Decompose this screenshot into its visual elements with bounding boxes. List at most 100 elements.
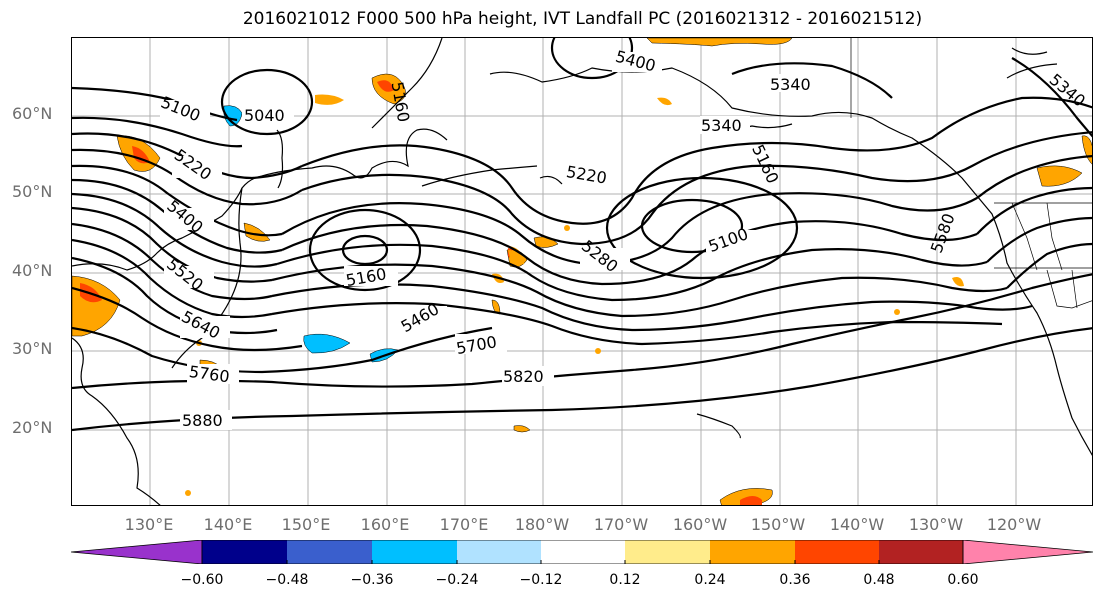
colorbar-segment — [287, 540, 372, 564]
ivt-strong-patch — [740, 496, 762, 505]
colorbar-ticks — [201, 560, 964, 564]
lon-label-140e: 140°E — [203, 515, 253, 534]
contour-label: 5580 — [927, 211, 959, 256]
lon-label-140w: 140°W — [829, 515, 885, 534]
colorbar-segment — [795, 540, 879, 564]
contour-5460 — [281, 220, 978, 286]
ivt-positive-patch — [509, 252, 518, 266]
label-mask — [187, 364, 239, 384]
label-mask — [700, 116, 750, 134]
contour-5280 — [301, 96, 1092, 225]
ivt-positive-patch — [513, 425, 531, 433]
colorbar-tick-label: −0.60 — [180, 572, 224, 588]
label-mask — [172, 156, 222, 178]
lon-label-160e: 160°E — [360, 515, 410, 534]
contour-east-5400 — [976, 155, 1092, 199]
colorbar-tick-label: −0.24 — [435, 572, 479, 588]
lat-label-50n: 50°N — [12, 182, 53, 201]
lat-label-60n: 60°N — [12, 104, 53, 123]
colorbar-tick-label: 0.12 — [609, 572, 641, 588]
colorbar-segment — [710, 540, 795, 564]
contour-5700 — [271, 302, 1003, 346]
lon-label-150e: 150°E — [281, 515, 331, 534]
contour-label: 5040 — [244, 106, 285, 125]
contour-5220 — [72, 148, 303, 206]
contour-5880 — [72, 327, 1092, 432]
china-coastline — [72, 337, 161, 505]
colorbar-segment — [372, 540, 457, 564]
label-mask — [164, 208, 214, 230]
ivt-positive-patch — [1036, 165, 1083, 187]
contour-5640 — [271, 283, 1033, 332]
contour-ridge-5340-east — [1011, 57, 1092, 138]
lon-label-130w: 130°W — [908, 515, 964, 534]
map-panel: 5400 5340 5340 5340 5100 5040 5160 5220 … — [71, 37, 1093, 506]
contour-5340 — [301, 131, 1092, 246]
contour-5640 — [72, 256, 278, 335]
label-mask — [180, 316, 230, 338]
contour-east-5460 — [976, 186, 1092, 235]
hawaii-islands — [696, 413, 741, 439]
colorbar-segment — [879, 540, 963, 564]
ivt-positive-patch — [243, 222, 271, 242]
contour-5460 — [72, 206, 273, 283]
ivt-positive-patch — [315, 94, 344, 105]
aleutian-islands — [539, 175, 563, 185]
label-mask — [397, 306, 447, 328]
ivt-positive-patch — [533, 236, 559, 248]
contour-5400 — [72, 192, 278, 268]
contour-label: 5160 — [748, 141, 782, 186]
label-mask — [160, 100, 210, 120]
colorbar-tick-label: 0.48 — [863, 572, 895, 588]
aleutian-islands — [421, 165, 538, 187]
contour-5400 — [281, 192, 978, 266]
label-mask — [706, 230, 756, 252]
ivt-negative-patch — [303, 333, 351, 354]
label-mask — [242, 106, 294, 124]
contour-low-east-outer — [605, 176, 799, 280]
contour-closed-5040 — [220, 68, 314, 136]
colorbar-tick-label: 0.24 — [694, 572, 726, 588]
contour-5760 — [72, 326, 493, 374]
height-contours — [72, 38, 1092, 432]
colorbar-outline — [201, 540, 964, 564]
map-svg: 5400 5340 5340 5340 5100 5040 5160 5220 … — [72, 38, 1092, 505]
map-title: 2016021012 F000 500 hPa height, IVT Land… — [242, 9, 923, 29]
lon-label-160w: 160°W — [672, 515, 728, 534]
contour-low-center-east — [640, 198, 744, 254]
colorbar-segment — [71, 540, 203, 564]
label-mask — [566, 166, 616, 186]
lon-label-130e: 130°E — [124, 515, 174, 534]
colorbar — [71, 540, 1093, 564]
contour-low-west-outer — [308, 208, 422, 292]
ivt-positive-patch — [657, 97, 672, 106]
contour-label: 5340 — [701, 116, 742, 135]
contour-5520 — [276, 243, 988, 302]
contour-label: 5460 — [398, 299, 443, 336]
lon-label-170e: 170°E — [439, 515, 489, 534]
colorbar-segment — [457, 540, 541, 564]
ivt-shading — [72, 38, 1092, 505]
ivt-positive-patch — [1081, 135, 1092, 165]
contour-labels: 5400 5340 5340 5340 5100 5040 5160 5220 … — [158, 47, 1089, 430]
contour-label: 5880 — [182, 411, 223, 430]
colorbar-segment — [202, 540, 287, 564]
ivt-positive-patch — [894, 309, 900, 315]
lon-label-180w: 180°W — [514, 515, 570, 534]
contour-5040 — [72, 86, 238, 122]
colorbar-segment — [962, 540, 1093, 564]
ivt-strong-patch — [132, 146, 150, 164]
contour-label: 5820 — [503, 367, 544, 386]
label-mask — [612, 52, 662, 72]
ivt-positive-patch — [564, 225, 570, 231]
lat-label-30n: 30°N — [12, 339, 53, 358]
ivt-positive-patch — [595, 348, 601, 354]
label-mask — [164, 266, 214, 288]
contour-5100 — [72, 116, 243, 148]
political-borders — [850, 38, 1092, 309]
lat-label-20n: 20°N — [12, 418, 53, 437]
contour-label: 5160 — [388, 80, 414, 123]
lat-label-40n: 40°N — [12, 261, 53, 280]
label-mask — [180, 410, 232, 430]
contour-label: 5100 — [158, 92, 203, 125]
